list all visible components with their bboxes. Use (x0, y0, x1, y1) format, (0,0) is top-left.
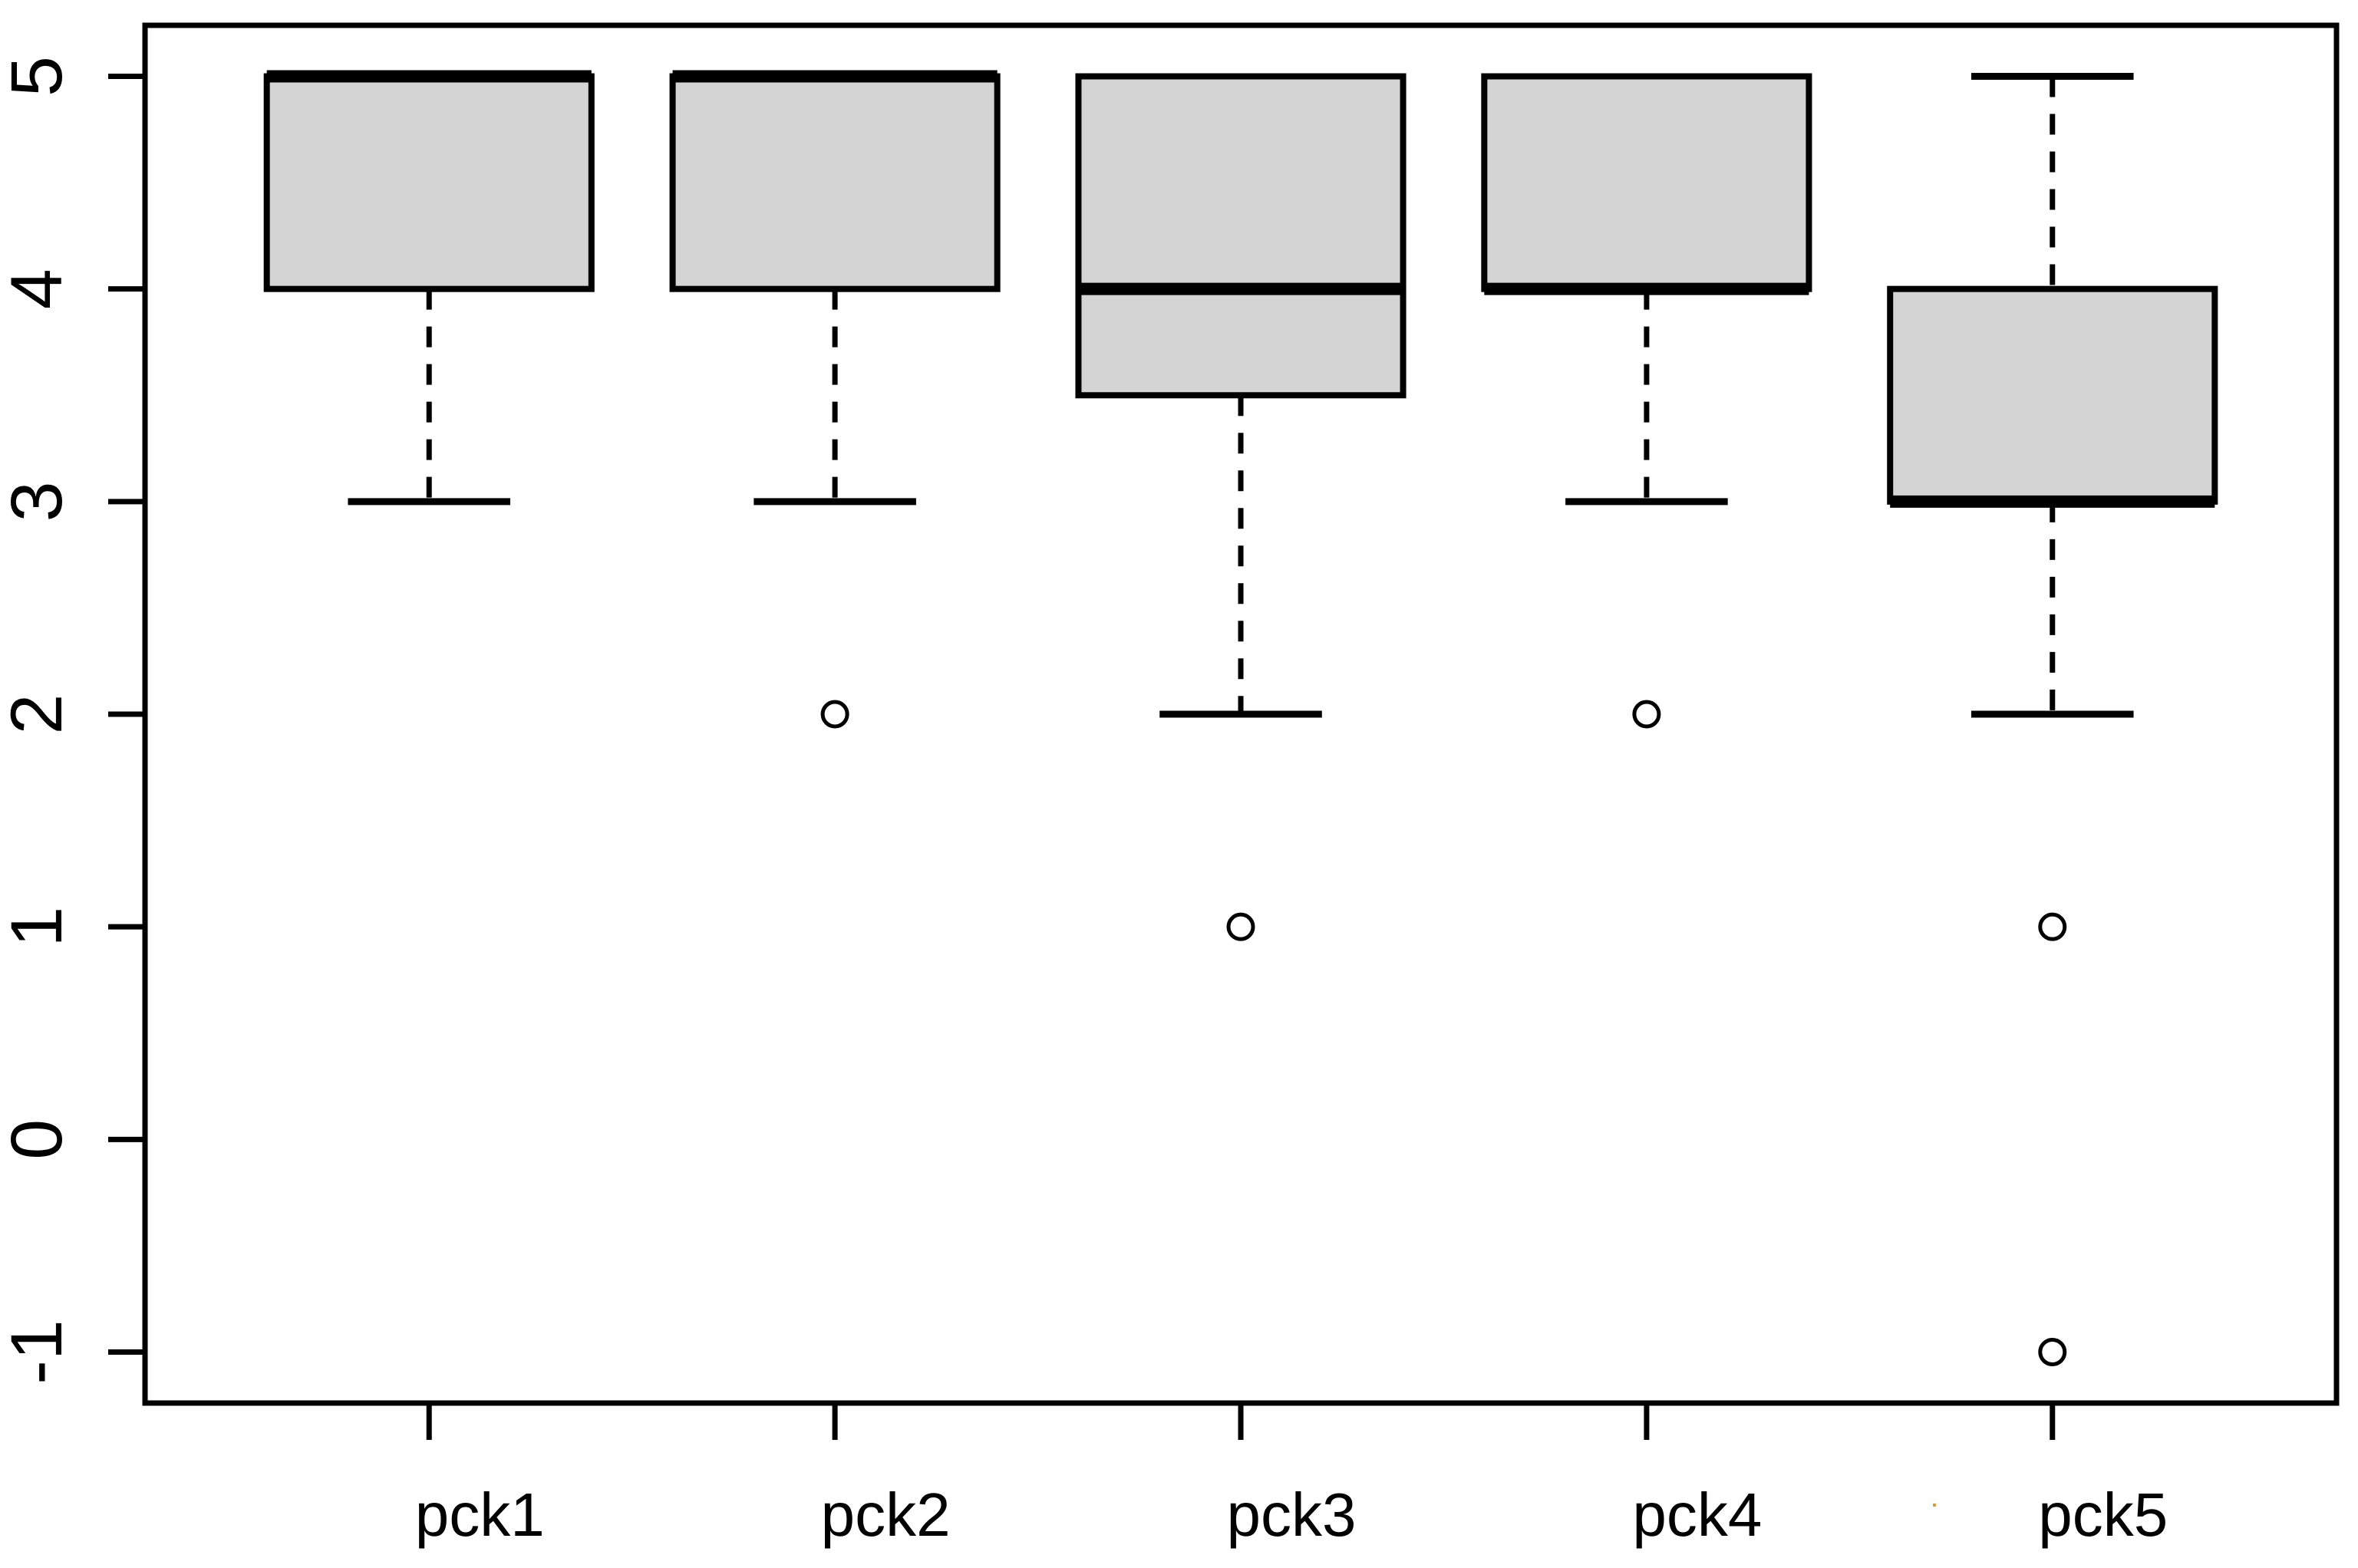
outlier-point (820, 700, 849, 729)
iqr-box (1887, 285, 2218, 505)
outlier-point (1226, 912, 1255, 941)
y-tick-label: 3 (0, 481, 78, 522)
x-category-label: pck4 (1632, 1481, 1762, 1549)
y-tick-label: 0 (0, 1119, 78, 1160)
y-axis: 5 4 3 2 1 0 -1 (0, 56, 145, 1385)
boxplot-pck1 (263, 70, 595, 506)
iqr-box (263, 73, 595, 292)
x-category-label: pck5 (2038, 1481, 2168, 1549)
artifacts (1933, 1504, 1936, 1507)
outlier-point (2038, 912, 2067, 941)
y-tick-label: -1 (0, 1319, 78, 1384)
y-tick-label: 1 (0, 907, 78, 947)
iqr-box (669, 73, 1001, 292)
boxplot-pck5 (1887, 73, 2218, 1366)
iqr-box (1481, 73, 1812, 292)
boxplot-pck3 (1075, 73, 1407, 941)
y-tick-label: 5 (0, 56, 78, 97)
x-category-label: pck2 (821, 1481, 951, 1549)
boxplot-pck2 (669, 70, 1001, 729)
y-tick-label: 2 (0, 694, 78, 735)
x-axis: pck1 pck2 pck3 pck4 pck5 (415, 1403, 2168, 1549)
iqr-box (1075, 73, 1407, 399)
boxplot-pck4 (1481, 73, 1812, 729)
outlier-point (2038, 1337, 2067, 1366)
stray-orange-speck (1933, 1504, 1936, 1507)
y-tick-label: 4 (0, 268, 78, 309)
boxplot-series (263, 70, 2218, 1366)
outlier-point (1632, 700, 1661, 729)
x-category-label: pck3 (1227, 1481, 1357, 1549)
x-category-label: pck1 (415, 1481, 545, 1549)
